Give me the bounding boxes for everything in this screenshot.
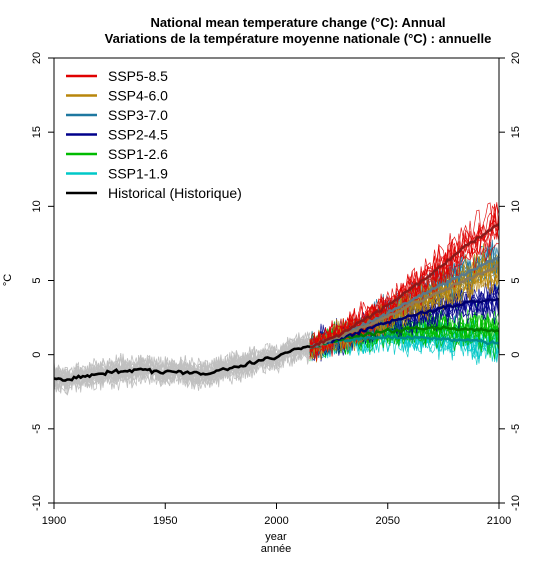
y-tick-label-left: -5 xyxy=(31,424,43,434)
x-tick-label: 2050 xyxy=(376,515,400,527)
legend-label: SSP4-6.0 xyxy=(108,88,168,104)
legend-item: SSP4-6.0 xyxy=(66,88,168,104)
y-tick-label-right: 0 xyxy=(510,352,522,358)
y-tick-label-right: -10 xyxy=(510,495,522,511)
legend-item: SSP3-7.0 xyxy=(66,107,168,123)
y-axis-label: °C xyxy=(2,274,14,286)
y-tick-label-left: 5 xyxy=(31,277,43,283)
y-tick-label-right: 20 xyxy=(510,52,522,64)
legend-label: SSP1-2.6 xyxy=(108,146,168,162)
y-tick-label-right: 5 xyxy=(510,277,522,283)
legend-label: Historical (Historique) xyxy=(108,185,242,201)
y-tick-label-left: 10 xyxy=(31,200,43,212)
legend-item: Historical (Historique) xyxy=(66,185,242,201)
y-axis-right: -10 -5 0 5 10 15 20 xyxy=(499,52,522,511)
x-tick-label: 1900 xyxy=(42,515,66,527)
series-line-ssp1-2-6 xyxy=(309,324,500,350)
legend-item: SSP5-8.5 xyxy=(66,68,168,84)
x-axis-label-fr: année xyxy=(261,543,292,555)
legend-item: SSP2-4.5 xyxy=(66,127,168,143)
y-tick-label-right: 15 xyxy=(510,126,522,138)
series-line-ssp2-4-5 xyxy=(309,297,500,349)
x-tick-label: 2100 xyxy=(487,515,511,527)
chart-subtitle: Variations de la température moyenne nat… xyxy=(105,31,492,46)
legend-label: SSP2-4.5 xyxy=(108,127,168,143)
y-axis-left: -10 -5 0 5 10 15 20 xyxy=(31,52,54,511)
y-tick-label-left: -10 xyxy=(31,495,43,511)
x-tick-label: 1950 xyxy=(153,515,177,527)
y-tick-label-right: -5 xyxy=(510,424,522,434)
x-tick-label: 2000 xyxy=(264,515,288,527)
series-line-ssp5-8-5 xyxy=(309,223,500,349)
x-axis: 1900 1950 2000 2050 2100 xyxy=(42,503,511,527)
legend-label: SSP3-7.0 xyxy=(108,107,168,123)
plot-area xyxy=(53,202,500,396)
y-tick-label-left: 20 xyxy=(31,52,43,64)
series-mean-lines xyxy=(53,223,500,382)
legend-item: SSP1-1.9 xyxy=(66,166,168,182)
legend-label: SSP1-1.9 xyxy=(108,166,168,182)
series-line-historical xyxy=(53,345,311,382)
legend-item: SSP1-2.6 xyxy=(66,146,168,162)
chart-title: National mean temperature change (°C): A… xyxy=(150,15,445,30)
legend: SSP5-8.5 SSP4-6.0 SSP3-7.0 SSP2-4.5 SSP1-2.6… xyxy=(66,68,242,201)
y-tick-label-left: 0 xyxy=(31,352,43,358)
y-tick-label-left: 15 xyxy=(31,126,43,138)
ensemble-traces xyxy=(53,202,500,396)
y-tick-label-right: 10 xyxy=(510,200,522,212)
legend-label: SSP5-8.5 xyxy=(108,68,168,84)
x-axis-label: year xyxy=(265,531,287,543)
ensemble-trace-ssp5-8-5 xyxy=(309,204,500,360)
